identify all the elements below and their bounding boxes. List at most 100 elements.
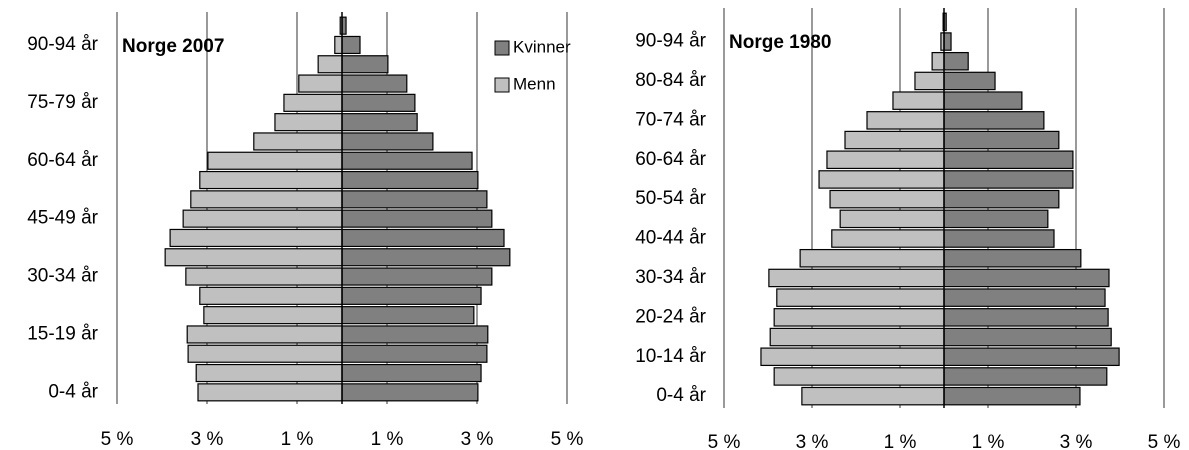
y-tick-label: 30-34 år — [635, 267, 706, 288]
bar — [831, 229, 945, 248]
bar — [943, 130, 1060, 150]
y-tick-label: 50-54 år — [635, 188, 706, 209]
y-tick-label: 0-4 år — [656, 385, 706, 406]
bar — [334, 35, 343, 55]
bar — [943, 150, 1074, 170]
bar — [164, 248, 343, 267]
x-tick-label: 1 % — [281, 429, 314, 450]
y-tick-label: 75-79 år — [27, 92, 98, 113]
bar — [341, 363, 482, 383]
bar — [768, 268, 945, 288]
bar — [341, 74, 408, 93]
bar — [274, 113, 343, 132]
bar — [839, 209, 945, 229]
y-tick-label: 15-19 år — [27, 323, 98, 344]
bar — [769, 327, 945, 347]
bar — [207, 151, 343, 170]
x-tick-label: 1 % — [972, 432, 1005, 450]
bar — [169, 228, 343, 248]
bar — [866, 111, 945, 130]
x-tick-label: 5 % — [551, 429, 584, 450]
bar — [186, 325, 343, 344]
bar — [943, 288, 1106, 307]
legend-label: Kvinner — [513, 37, 571, 56]
bar — [341, 344, 488, 363]
bar — [943, 308, 1109, 327]
bar — [826, 150, 945, 170]
bar — [943, 32, 952, 51]
bar — [341, 383, 479, 402]
bar — [195, 363, 343, 383]
legend-swatch — [494, 40, 510, 56]
bar — [341, 190, 488, 209]
y-tick-label: 70-74 år — [635, 109, 706, 130]
bar — [341, 248, 511, 267]
x-tick-label: 3 % — [1060, 432, 1093, 450]
bar — [283, 93, 343, 112]
x-tick-label: 5 % — [101, 429, 134, 450]
bar — [341, 132, 434, 151]
bar — [801, 386, 945, 406]
chart-title: Norge 2007 — [122, 36, 224, 57]
bar — [943, 170, 1074, 189]
y-tick-label: 80-84 år — [635, 70, 706, 91]
y-tick-label: 20-24 år — [635, 306, 706, 327]
bar — [341, 113, 418, 132]
bar — [341, 55, 389, 74]
bar — [197, 383, 343, 402]
x-tick-label: 1 % — [884, 432, 917, 450]
bar — [943, 367, 1108, 386]
bar — [341, 93, 416, 112]
bar — [185, 267, 343, 286]
bar — [844, 130, 945, 150]
y-tick-label: 90-94 år — [635, 31, 706, 52]
bar — [341, 267, 493, 286]
bar — [298, 74, 343, 93]
bar — [931, 51, 945, 71]
y-tick-label: 60-64 år — [27, 150, 98, 171]
y-tick-label: 30-34 år — [27, 266, 98, 287]
bar — [943, 327, 1112, 347]
bar — [182, 209, 343, 228]
legend-label: Menn — [513, 74, 556, 93]
bar — [760, 347, 945, 367]
bar — [943, 229, 1055, 248]
bar — [776, 288, 945, 307]
bar — [341, 306, 475, 325]
bar — [203, 306, 343, 325]
bar — [829, 189, 945, 209]
bar — [187, 344, 343, 363]
bar — [199, 170, 343, 190]
x-tick-label: 5 % — [1148, 432, 1181, 450]
bar — [199, 286, 343, 305]
bar — [341, 228, 505, 248]
bar — [341, 286, 482, 305]
bar — [818, 170, 945, 189]
chart-title: Norge 1980 — [729, 32, 831, 53]
bar — [892, 91, 945, 110]
bar — [773, 308, 945, 327]
bar — [943, 268, 1110, 288]
bar — [341, 170, 479, 190]
bar — [943, 111, 1045, 130]
bar — [341, 209, 493, 228]
x-tick-label: 3 % — [191, 429, 224, 450]
x-tick-label: 1 % — [371, 429, 404, 450]
bar — [943, 347, 1120, 367]
bar — [943, 71, 996, 91]
bar — [190, 190, 343, 209]
y-tick-label: 45-49 år — [27, 208, 98, 229]
bar — [317, 55, 343, 74]
bar — [914, 71, 945, 91]
x-tick-label: 3 % — [796, 432, 829, 450]
bar — [943, 386, 1081, 406]
bar — [773, 367, 945, 386]
legend-swatch — [494, 77, 510, 93]
x-tick-label: 3 % — [461, 429, 494, 450]
y-tick-label: 40-44 år — [635, 228, 706, 249]
bar — [943, 248, 1082, 268]
y-tick-label: 90-94 år — [27, 34, 98, 55]
x-tick-label: 5 % — [708, 432, 741, 450]
bar — [943, 51, 969, 71]
